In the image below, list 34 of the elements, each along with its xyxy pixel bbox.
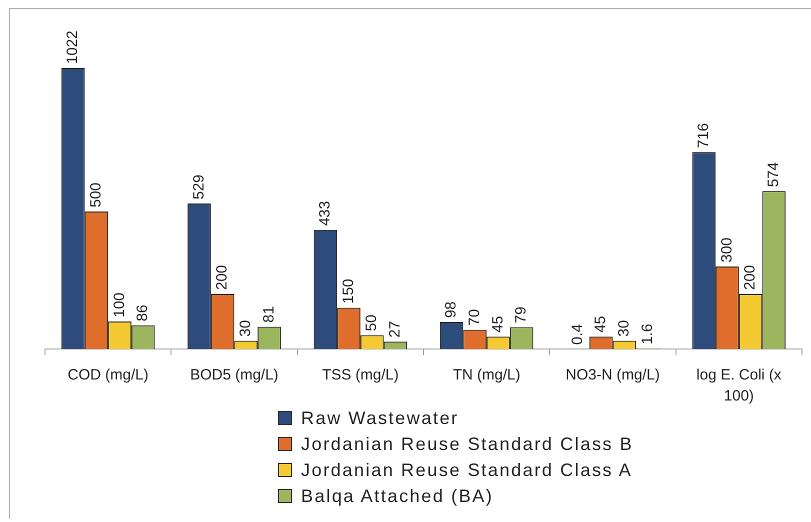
data-label: 529: [190, 174, 208, 200]
data-label: 45: [489, 316, 506, 333]
data-label: 79: [512, 306, 530, 324]
data-label: 500: [88, 182, 105, 208]
data-label: 574: [765, 162, 782, 188]
legend-label: Balqa Attached (BA): [301, 486, 494, 506]
data-label: 0.4: [568, 324, 586, 345]
data-label: 45: [592, 316, 610, 333]
data-label: 27: [386, 320, 404, 338]
data-label: 716: [695, 123, 712, 148]
data-label: 1022: [64, 30, 82, 64]
data-label: 50: [363, 314, 380, 332]
legend-label: Raw Wastewater: [301, 408, 459, 428]
legend-label: Jordanian Reuse Standard Class A: [301, 460, 632, 480]
data-label: 200: [214, 264, 231, 290]
x-tick-label: TN (mg/L): [452, 366, 520, 384]
legend-label: Jordanian Reuse Standard Class B: [301, 434, 634, 454]
data-label: 200: [742, 264, 759, 290]
data-label: 70: [466, 309, 484, 326]
data-label: 1.6: [638, 324, 656, 345]
data-label: 81: [260, 306, 278, 323]
data-label: 150: [340, 278, 357, 304]
x-tick-label: NO3-N (mg/L): [566, 366, 660, 384]
x-tick-label: BOD5 (mg/L): [190, 366, 278, 384]
data-label: 98: [442, 301, 460, 318]
x-tick-label: TSS (mg/L): [322, 366, 399, 384]
data-label: 433: [316, 200, 334, 226]
data-label: 100: [110, 292, 128, 318]
data-label: 86: [134, 304, 152, 322]
data-label: 30: [237, 320, 254, 337]
x-tick-label: log E. Coli (x 100): [696, 366, 782, 405]
data-label: 300: [718, 237, 736, 262]
x-tick-label: COD (mg/L): [68, 366, 149, 384]
data-label: 30: [616, 320, 633, 337]
